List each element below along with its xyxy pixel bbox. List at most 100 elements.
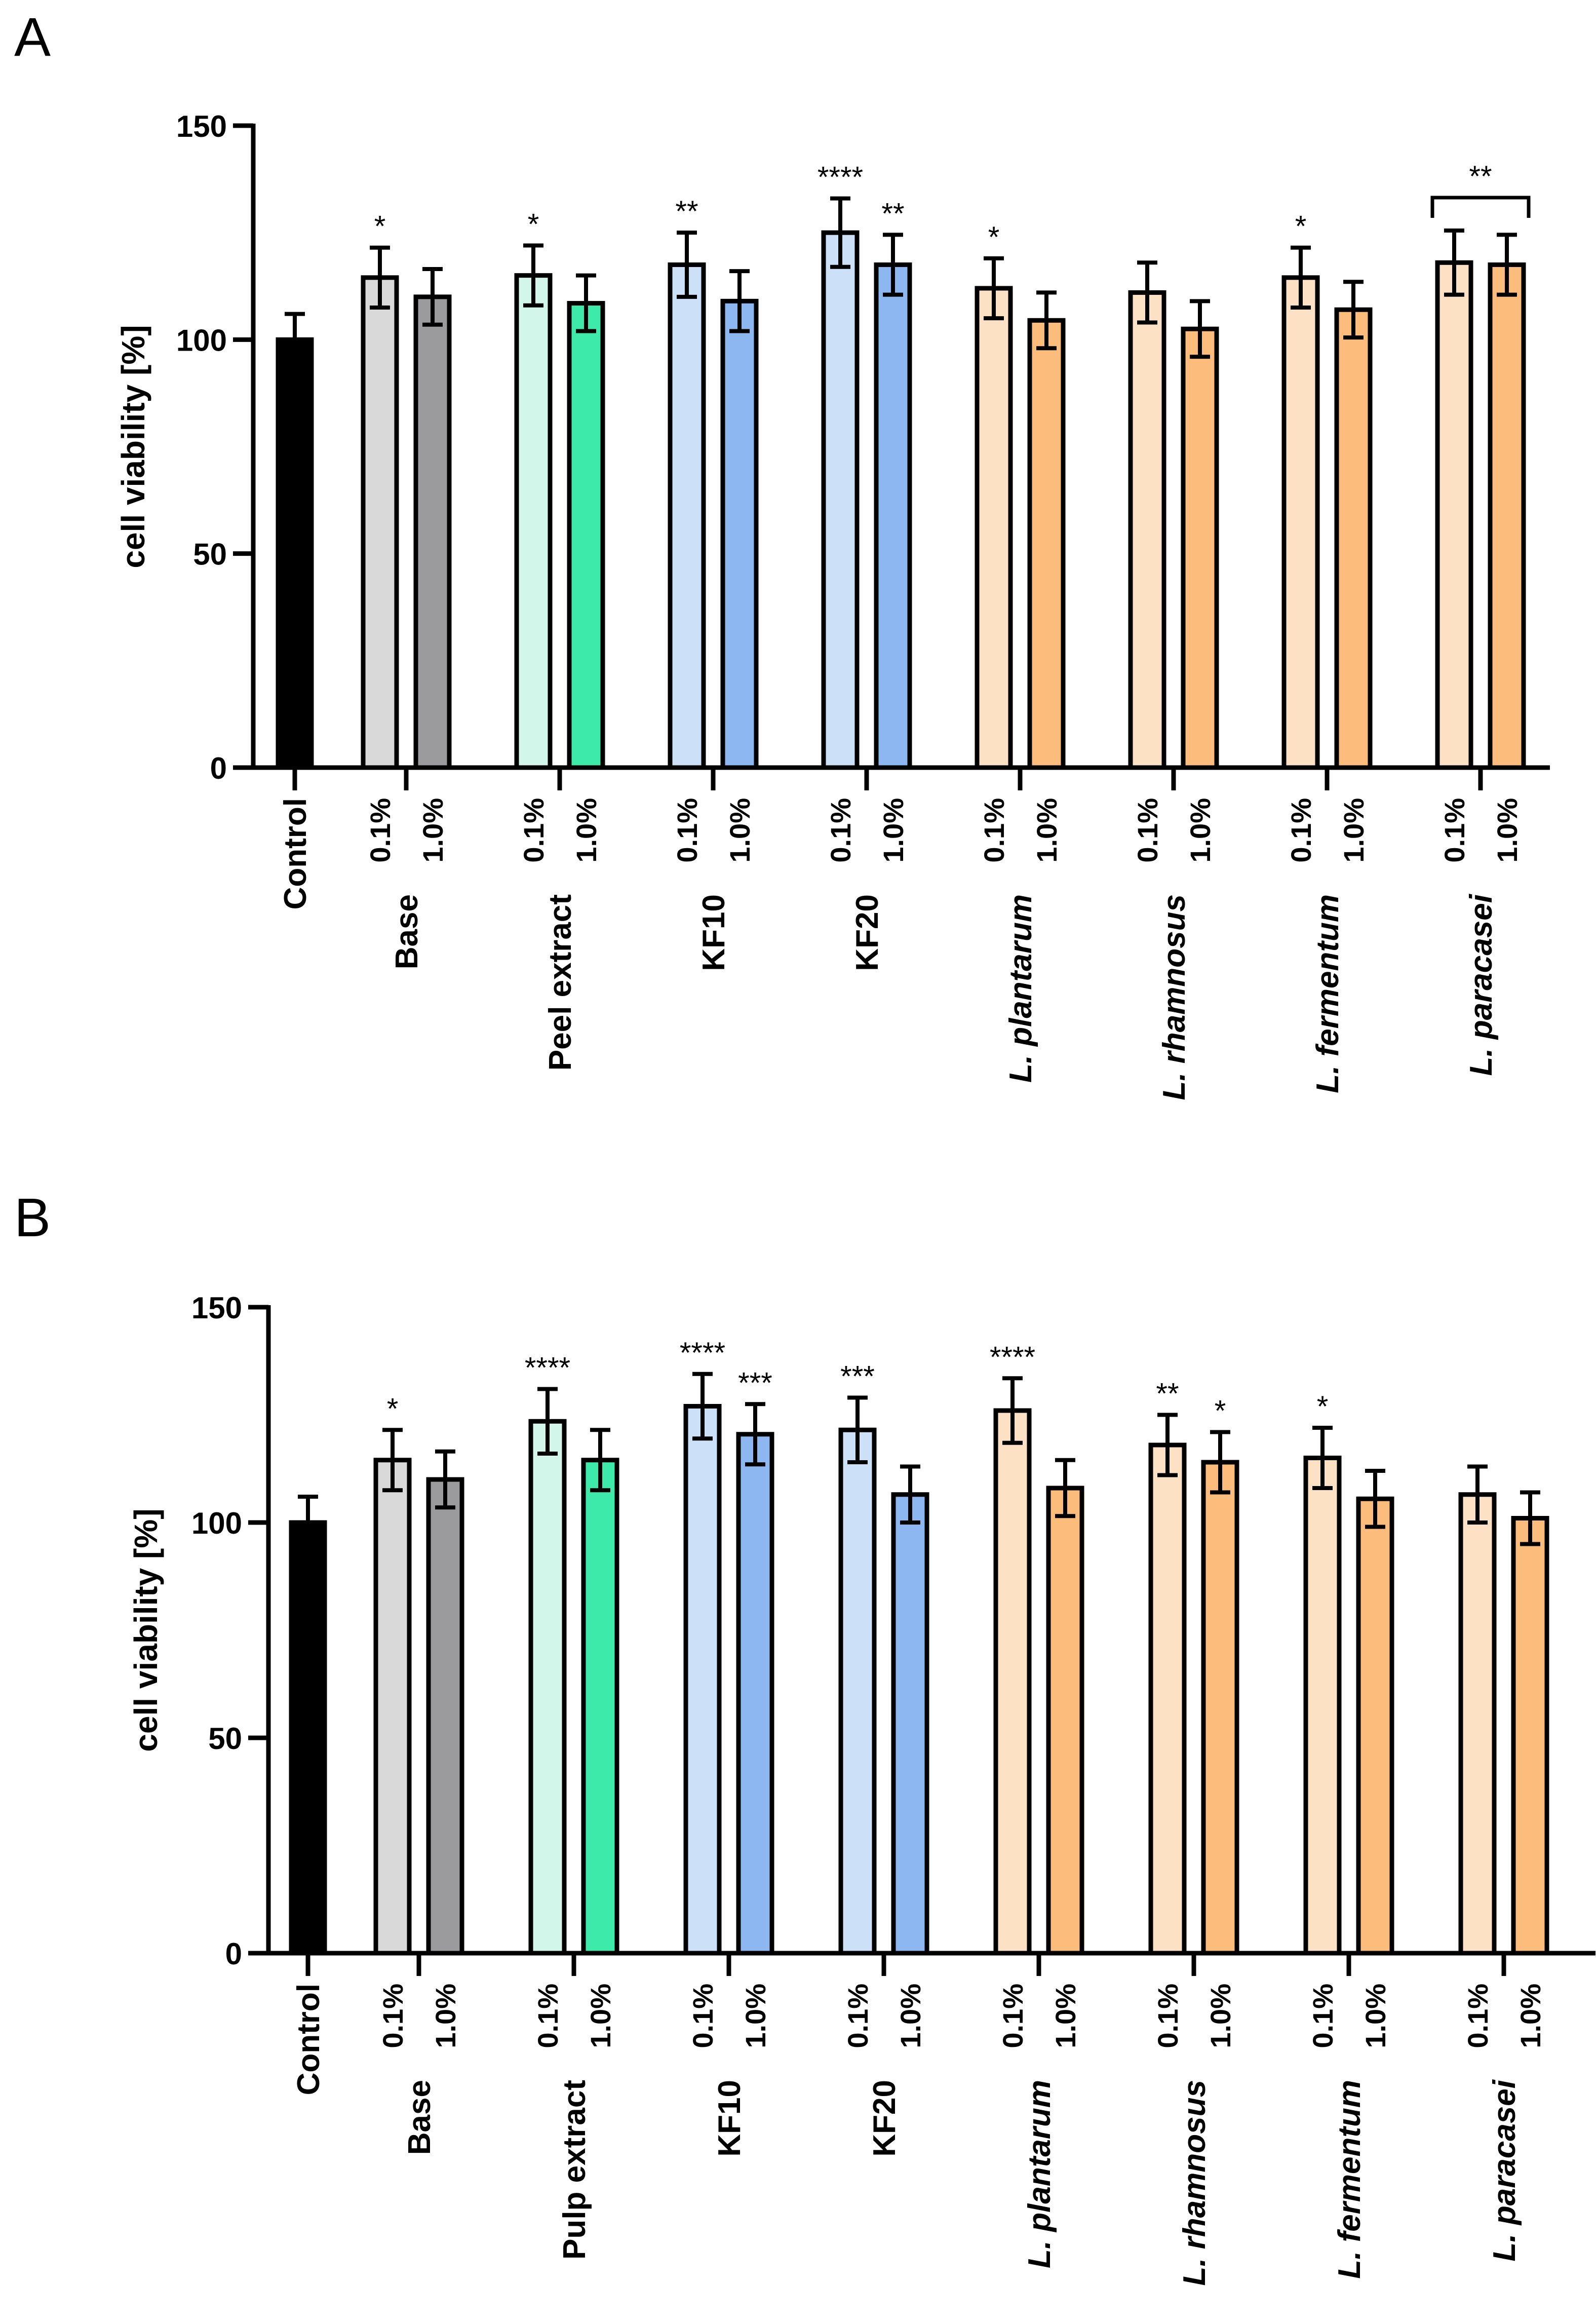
bar-group-l-plantarum: * 0.1% 1.0% L. plantarum bbox=[975, 221, 1066, 1083]
bar-group-control: Control bbox=[289, 1495, 327, 2095]
bar-group-l-rhamnosus: 0.1% 1.0% L. rhamnosus bbox=[1128, 260, 1219, 1100]
significance-label: * bbox=[1295, 210, 1307, 243]
bar-group-l-paracasei: 0.1% 1.0% L. paracasei bbox=[1458, 1464, 1549, 2261]
group-label: Peel extract bbox=[543, 894, 578, 1071]
bar bbox=[1356, 1496, 1394, 1956]
bar-group-l-rhamnosus: ** 0.1% * 1.0% L. rhamnosus bbox=[1148, 1378, 1239, 2286]
dose-tick-label: 0.1% bbox=[1152, 1984, 1184, 2048]
dose-tick-label: 0.1% bbox=[1462, 1984, 1494, 2048]
bar-group-control: Control bbox=[276, 312, 314, 909]
y-tick-label: 50 bbox=[193, 538, 227, 572]
bar bbox=[1488, 262, 1526, 770]
bar-group-kf10: ** 0.1% 1.0% KF10 bbox=[668, 195, 759, 971]
dose-tick-label: 1.0% bbox=[1204, 1984, 1236, 2048]
bar bbox=[720, 298, 759, 770]
bar-group-l-paracasei: 0.1% 1.0% L. paracasei ** bbox=[1430, 160, 1531, 1076]
bar bbox=[528, 1419, 567, 1956]
significance-label: **** bbox=[990, 1341, 1035, 1374]
group-label: Pulp extract bbox=[557, 2080, 592, 2260]
bar bbox=[736, 1432, 774, 1956]
y-tick-label: 100 bbox=[176, 323, 227, 357]
bar bbox=[1181, 326, 1219, 770]
y-tick-label: 0 bbox=[210, 751, 227, 785]
y-tick-label: 150 bbox=[191, 1291, 242, 1325]
bar bbox=[514, 273, 553, 770]
dose-tick-label: 1.0% bbox=[417, 798, 449, 863]
dose-tick-label: 0.1% bbox=[842, 1984, 874, 2048]
group-label: Base bbox=[402, 2080, 437, 2155]
bar-group-kf20: **** 0.1% ** 1.0% KF20 bbox=[818, 161, 912, 971]
bar bbox=[581, 1458, 619, 1956]
group-label: KF10 bbox=[712, 2080, 747, 2157]
bar bbox=[838, 1427, 877, 1956]
bar bbox=[1334, 307, 1373, 770]
group-label: KF20 bbox=[850, 894, 885, 971]
y-tick-label: 150 bbox=[176, 109, 227, 143]
bar bbox=[891, 1492, 929, 1956]
dose-tick-label: 1.0% bbox=[1359, 1984, 1391, 2048]
significance-label: *** bbox=[840, 1360, 875, 1393]
bar bbox=[361, 275, 399, 770]
bar-group-l-plantarum: **** 0.1% 1.0% L. plantarum bbox=[990, 1341, 1084, 2268]
dose-tick-label: 0.1% bbox=[518, 798, 550, 863]
bar bbox=[413, 294, 452, 770]
group-label: KF20 bbox=[867, 2080, 902, 2157]
significance-label: **** bbox=[680, 1337, 725, 1370]
dose-tick-label: 0.1% bbox=[377, 1984, 409, 2048]
bar bbox=[821, 230, 860, 770]
bar-group-kf20: *** 0.1% 1.0% KF20 bbox=[838, 1360, 929, 2157]
group-label: Base bbox=[390, 894, 424, 969]
bar bbox=[289, 1520, 327, 1956]
dose-tick-label: 1.0% bbox=[1514, 1984, 1546, 2048]
significance-label: * bbox=[1317, 1390, 1329, 1423]
significance-label: * bbox=[1215, 1395, 1226, 1428]
bar-group-pulp-extract: **** 0.1% 1.0% Pulp extract bbox=[525, 1352, 619, 2260]
significance-label: * bbox=[988, 221, 1000, 254]
bar-group-peel-extract: * 0.1% 1.0% Peel extract bbox=[514, 208, 605, 1071]
group-label: Control bbox=[291, 1984, 326, 2095]
group-label: L. paracasei bbox=[1487, 2079, 1522, 2261]
bar bbox=[1303, 1456, 1342, 1956]
dose-tick-label: 1.0% bbox=[430, 1984, 461, 2048]
bar bbox=[683, 1404, 722, 1956]
bar-group-l-fermentum: * 0.1% 1.0% L. fermentum bbox=[1303, 1390, 1394, 2279]
group-label: L. fermentum bbox=[1310, 894, 1345, 1093]
dose-tick-label: 1.0% bbox=[894, 1984, 926, 2048]
group-label: L. plantarum bbox=[1003, 894, 1038, 1083]
group-label: L. fermentum bbox=[1332, 2080, 1367, 2279]
bar bbox=[1511, 1516, 1549, 1956]
significance-label: * bbox=[528, 208, 539, 241]
significance-label: ** bbox=[881, 197, 904, 230]
bar bbox=[1435, 260, 1473, 770]
significance-label: **** bbox=[525, 1352, 570, 1385]
bar-group-kf10: **** 0.1% *** 1.0% KF10 bbox=[680, 1337, 774, 2157]
bar bbox=[373, 1458, 412, 1956]
significance-label: *** bbox=[738, 1366, 772, 1399]
y-tick-label: 100 bbox=[191, 1506, 242, 1540]
panel-label: B bbox=[14, 1187, 51, 1248]
bar bbox=[1281, 275, 1320, 770]
group-label: L. rhamnosus bbox=[1177, 2080, 1212, 2286]
panel-label: A bbox=[14, 6, 51, 67]
bar bbox=[426, 1477, 464, 1956]
dose-tick-label: 1.0% bbox=[739, 1984, 771, 2048]
significance-label: * bbox=[374, 210, 386, 243]
dose-tick-label: 1.0% bbox=[1184, 798, 1216, 863]
dose-tick-label: 0.1% bbox=[1307, 1984, 1339, 2048]
significance-bracket bbox=[1430, 196, 1531, 218]
dose-tick-label: 0.1% bbox=[978, 798, 1010, 863]
significance-label: ** bbox=[1469, 160, 1492, 193]
y-tick-label: 0 bbox=[225, 1937, 242, 1971]
significance-label: ** bbox=[675, 195, 698, 228]
dose-tick-label: 0.1% bbox=[1132, 798, 1163, 863]
dose-tick-label: 0.1% bbox=[687, 1984, 719, 2048]
dose-tick-label: 1.0% bbox=[1031, 798, 1063, 863]
bar bbox=[1128, 290, 1166, 770]
bar-group-base: * 0.1% 1.0% Base bbox=[361, 210, 452, 969]
significance-label: **** bbox=[818, 161, 863, 194]
y-axis-label: cell viability [%] bbox=[115, 325, 151, 568]
dose-tick-label: 1.0% bbox=[1049, 1984, 1081, 2048]
group-label: L. rhamnosus bbox=[1157, 894, 1192, 1100]
